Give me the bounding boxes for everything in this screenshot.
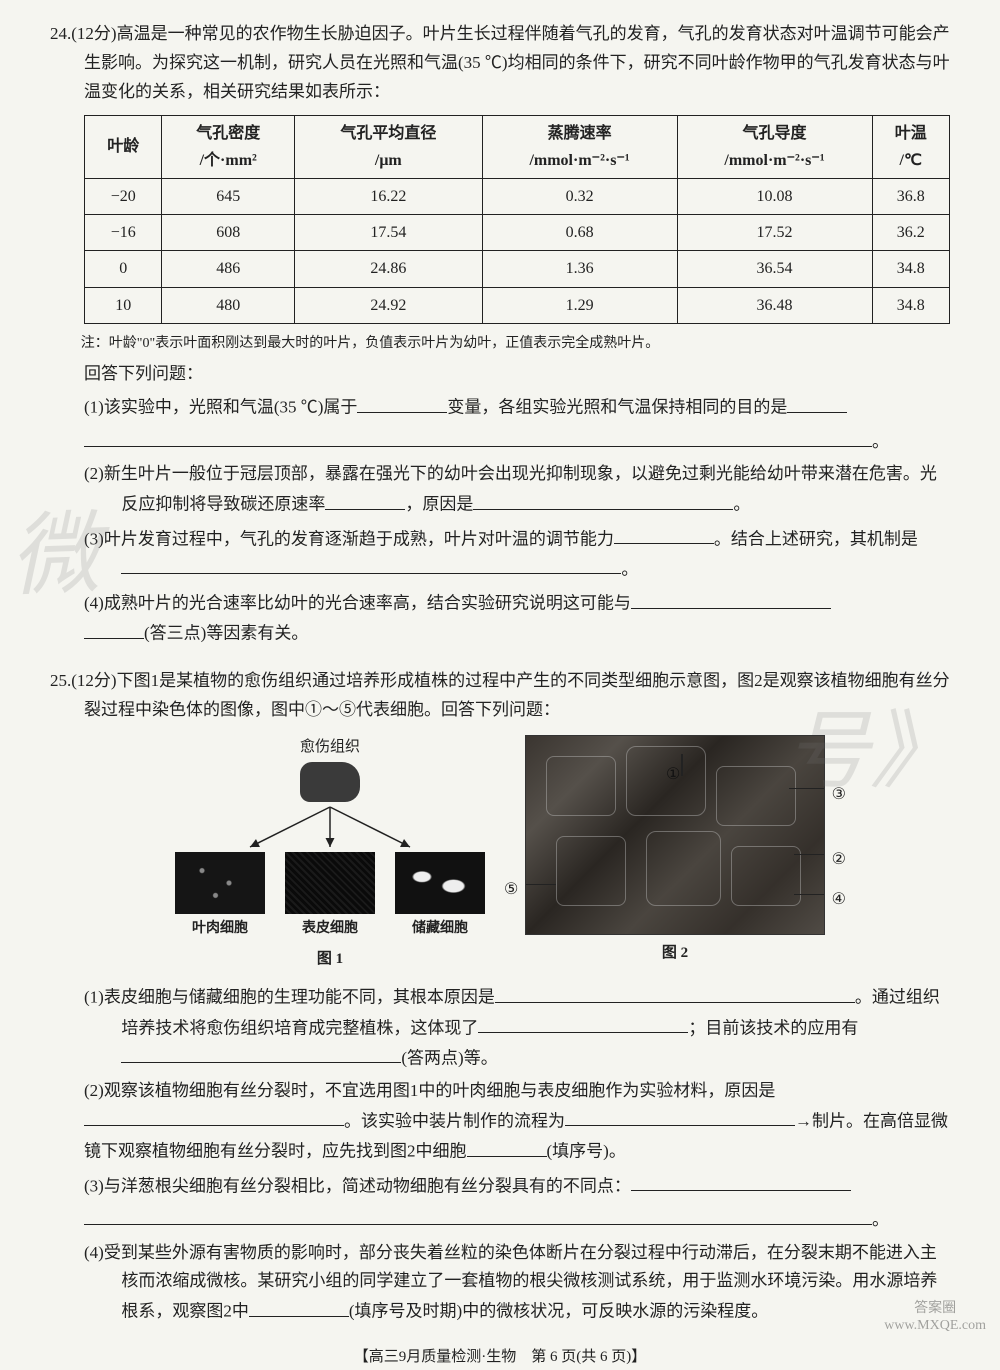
q25-sub4: (4)受到某些外源有害物质的影响时，部分丧失着丝粒的染色体断片在分裂过程中行动滞… [50,1239,950,1327]
fig2-label-4: ④ [832,886,846,913]
page-footer: 【高三9月质量检测·生物 第 6 页(共 6 页)】 [50,1345,950,1370]
q24-sub4: (4)成熟叶片的光合速率比幼叶的光合速率高，结合实验研究说明这可能与 (答三点)… [50,588,950,649]
q24-header: 24.(12分)高温是一种常见的农作物生长胁迫因子。叶片生长过程伴随着气孔的发育… [50,20,950,107]
q24-number: 24. [50,24,71,43]
fig1-arrows-icon [205,802,455,852]
q24-table-wrap: 叶龄 气孔密度/个·mm² 气孔平均直径/μm 蒸腾速率/mmol·m⁻²·s⁻… [50,115,950,324]
mitosis-microscopy-icon: ① ③ ② ④ ⑤ [525,735,825,935]
th-temperature: 叶温/℃ [872,115,950,178]
figure-2: ① ③ ② ④ ⑤ 图 2 [525,735,825,967]
q24-sub2: (2)新生叶片一般位于冠层顶部，暴露在强光下的幼叶会出现光抑制现象，以避免过剩光… [50,460,950,519]
fig1-cell-storage: 储藏细胞 [395,852,485,941]
q24-prompt: 回答下列问题： [50,360,950,389]
table-row: 10 480 24.92 1.29 36.48 34.8 [85,287,950,323]
th-leaf-age: 叶龄 [85,115,162,178]
fig2-label-3: ③ [832,781,846,808]
th-transpiration: 蒸腾速率/mmol·m⁻²·s⁻¹ [482,115,677,178]
fig2-label-2: ② [832,846,846,873]
q25-sub1: (1)表皮细胞与储藏细胞的生理功能不同，其根本原因是。通过组织培养技术将愈伤组织… [50,982,950,1073]
q25-intro: 下图1是某植物的愈伤组织通过培养形成植株的过程中产生的不同类型细胞示意图，图2是… [84,671,950,719]
fig2-caption: 图 2 [525,941,825,967]
table-body: −20 645 16.22 0.32 10.08 36.8 −16 608 17… [85,179,950,324]
table-row: −20 645 16.22 0.32 10.08 36.8 [85,179,950,215]
table-row: 0 486 24.86 1.36 36.54 34.8 [85,251,950,287]
th-density: 气孔密度/个·mm² [162,115,295,178]
fig1-caption: 图 1 [175,947,485,973]
q25-header: 25.(12分)下图1是某植物的愈伤组织通过培养形成植株的过程中产生的不同类型细… [50,667,950,725]
callus-tissue-icon [300,762,360,802]
q24-table-note: 注：叶龄"0"表示叶面积刚达到最大时的叶片，负值表示叶片为幼叶，正值表示完全成熟… [50,332,950,356]
q24-data-table: 叶龄 气孔密度/个·mm² 气孔平均直径/μm 蒸腾速率/mmol·m⁻²·s⁻… [84,115,950,324]
epidermis-cell-icon [285,852,375,914]
q24-sub3: (3)叶片发育过程中，气孔的发育逐渐趋于成熟，叶片对叶温的调节能力。结合上述研究… [50,524,950,585]
storage-cell-icon [395,852,485,914]
th-diameter: 气孔平均直径/μm [295,115,483,178]
table-row: −16 608 17.54 0.68 17.52 36.2 [85,215,950,251]
q25-number: 25. [50,671,71,690]
fig2-label-1: ① [666,761,680,788]
th-conductance: 气孔导度/mmol·m⁻²·s⁻¹ [677,115,872,178]
figures-row: 愈伤组织 叶肉细胞 表皮细胞 [50,735,950,973]
q25-sub3: (3)与洋葱根尖细胞有丝分裂相比，简述动物细胞有丝分裂具有的不同点： 。 [50,1171,950,1235]
q25-points: (12分) [71,671,116,690]
fig1-cell-mesophyll: 叶肉细胞 [175,852,265,941]
question-24: 24.(12分)高温是一种常见的农作物生长胁迫因子。叶片生长过程伴随着气孔的发育… [50,20,950,649]
watermark-site: 答案圈www.MXQE.com [884,1301,986,1335]
mesophyll-cell-icon [175,852,265,914]
q25-sub2: (2)观察该植物细胞有丝分裂时，不宜选用图1中的叶肉细胞与表皮细胞作为实验材料，… [50,1077,950,1166]
fig2-label-5: ⑤ [504,876,518,903]
table-header-row: 叶龄 气孔密度/个·mm² 气孔平均直径/μm 蒸腾速率/mmol·m⁻²·s⁻… [85,115,950,178]
q24-points: (12分) [71,24,116,43]
fig1-cell-epidermis: 表皮细胞 [285,852,375,941]
question-25: 25.(12分)下图1是某植物的愈伤组织通过培养形成植株的过程中产生的不同类型细… [50,667,950,1327]
q24-sub1: (1)该实验中，光照和气温(35 ℃)属于变量，各组实验光照和气温保持相同的目的… [50,392,950,456]
q24-intro: 高温是一种常见的农作物生长胁迫因子。叶片生长过程伴随着气孔的发育，气孔的发育状态… [84,24,950,101]
figure-1: 愈伤组织 叶肉细胞 表皮细胞 [175,735,485,973]
fig1-top-label: 愈伤组织 [175,735,485,761]
